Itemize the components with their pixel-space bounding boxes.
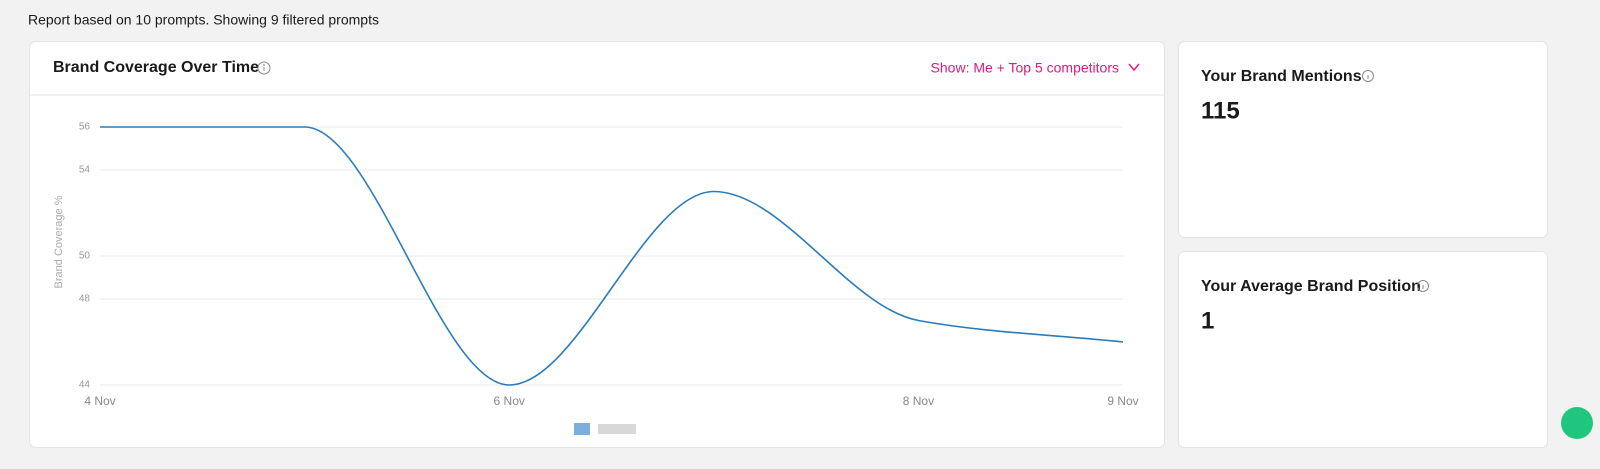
chart-card — [29, 41, 1165, 448]
dropdown-chevron[interactable] — [1128, 63, 1140, 72]
card-value: 1 — [1201, 307, 1214, 334]
x-tick-label: 6 Nov — [494, 394, 525, 408]
metric-card — [1178, 251, 1548, 448]
plot: 44 48 50 54 56 4 Nov 6 Nov 8 Nov 9 Nov — [79, 122, 1139, 409]
info-icon[interactable] — [1362, 70, 1374, 82]
info-icon[interactable] — [1417, 280, 1429, 292]
card-value: 115 — [1201, 97, 1240, 124]
legend — [574, 423, 636, 435]
x-tick-label: 9 Nov — [1107, 394, 1138, 408]
x-tick-label: 8 Nov — [903, 394, 934, 408]
chart-title: Brand Coverage Over Time — [53, 59, 259, 76]
filter-dropdown[interactable]: Show: Me + Top 5 competitors — [931, 60, 1119, 76]
y-tick-label: 44 — [79, 380, 91, 391]
metric-card — [1178, 41, 1548, 238]
legend-blur — [598, 424, 636, 434]
chat-widget[interactable] — [1561, 407, 1593, 439]
report-summary: Report based on 10 prompts. Showing 9 fi… — [28, 12, 379, 28]
y-tick-label: 48 — [79, 294, 91, 305]
legend-swatch — [574, 423, 590, 435]
y-tick-label: 50 — [79, 251, 91, 262]
card-title: Your Average Brand Position — [1201, 278, 1421, 295]
y-tick-label: 56 — [79, 122, 91, 133]
y-axis-label: Brand Coverage % — [53, 195, 65, 288]
info-icon[interactable] — [257, 61, 271, 75]
card-title: Your Brand Mentions — [1201, 68, 1362, 85]
x-tick-label: 4 Nov — [84, 394, 115, 408]
series-line — [100, 126, 1124, 386]
y-tick-label: 54 — [79, 165, 91, 176]
